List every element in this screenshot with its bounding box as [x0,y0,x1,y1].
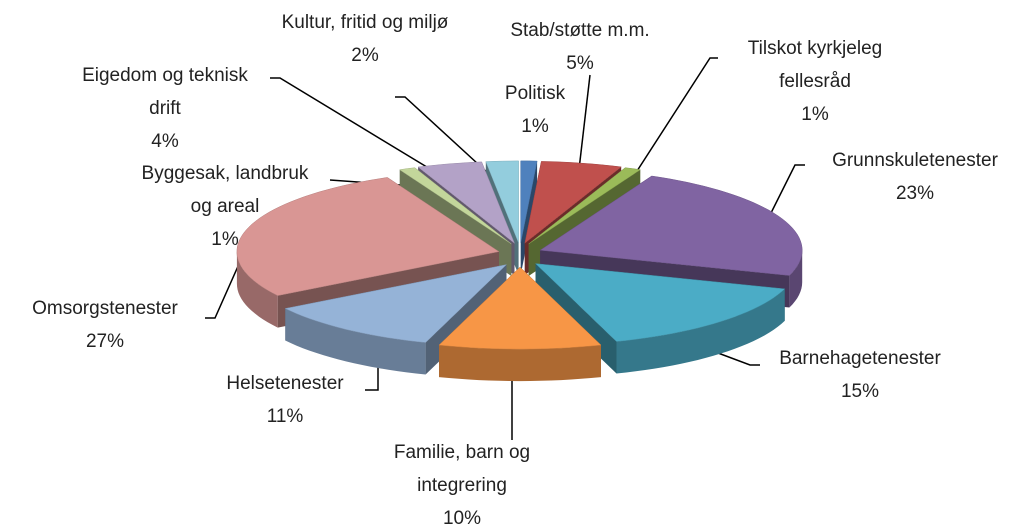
value-label: 23% [895,182,935,204]
leader-line [627,57,718,186]
category-name: Kultur, fritid og miljø [281,11,449,33]
slice [399,167,512,245]
slice-label: Kultur, fritid og miljø 2% [280,6,450,72]
leader-line [395,96,491,176]
slice [284,264,508,343]
slice [524,161,622,244]
value-label: 10% [442,507,482,528]
category-name: Eigedom og teknisk drift [82,64,248,119]
leader-line [709,349,760,366]
category-name: Barnehagetenester [779,347,941,369]
slice-side [616,288,785,374]
category-name: Familie, barn og integrering [393,441,531,496]
slice-label: Tilskot kyrkjeleg fellesråd 1% [720,32,910,131]
slice [528,167,641,245]
category-name: Politisk [504,82,566,104]
slice [417,161,516,245]
value-label: 11% [266,405,304,427]
slice-side [285,308,426,375]
slice-label: Stab/støtte m.m. 5% [470,14,690,80]
category-name: Byggesak, landbruk og areal [141,162,309,217]
slice-label: Politisk 1% [475,77,595,143]
category-name: Grunnskuletenester [832,149,998,171]
value-label: 27% [85,330,125,352]
slice-side [439,345,601,382]
value-label: 1% [521,115,549,137]
category-name: Stab/støtte m.m. [510,19,650,41]
value-label: 2% [351,44,379,66]
slice-side [789,250,803,308]
value-label: 15% [840,380,880,402]
slice-side [236,251,278,328]
value-label: 4% [151,130,179,152]
category-name: Helsetenester [226,372,344,394]
slice [539,175,803,276]
slice [534,263,786,342]
slice [520,160,538,243]
value-label: 1% [801,103,829,125]
slice-label: Byggesak, landbruk og areal 1% [130,157,320,256]
slice [485,160,519,243]
leader-line [270,77,446,179]
slice [236,177,500,296]
leader-line [577,74,591,179]
slice-label: Eigedom og teknisk drift 4% [65,59,265,158]
category-name: Tilskot kyrkjeleg fellesråd [747,37,883,92]
slice-label: Familie, barn og integrering 10% [372,436,552,528]
slice-label: Helsetenester 11% [195,367,375,433]
value-label: 5% [566,52,594,74]
slice [438,266,602,350]
value-label: 1% [211,228,239,250]
slice-label: Omsorgstenester 27% [5,292,205,358]
category-name: Omsorgstenester [32,297,178,319]
slice-label: Grunnskuletenester 23% [800,144,1025,210]
leader-line [769,164,805,216]
slice-label: Barnehagetenester 15% [750,342,970,408]
